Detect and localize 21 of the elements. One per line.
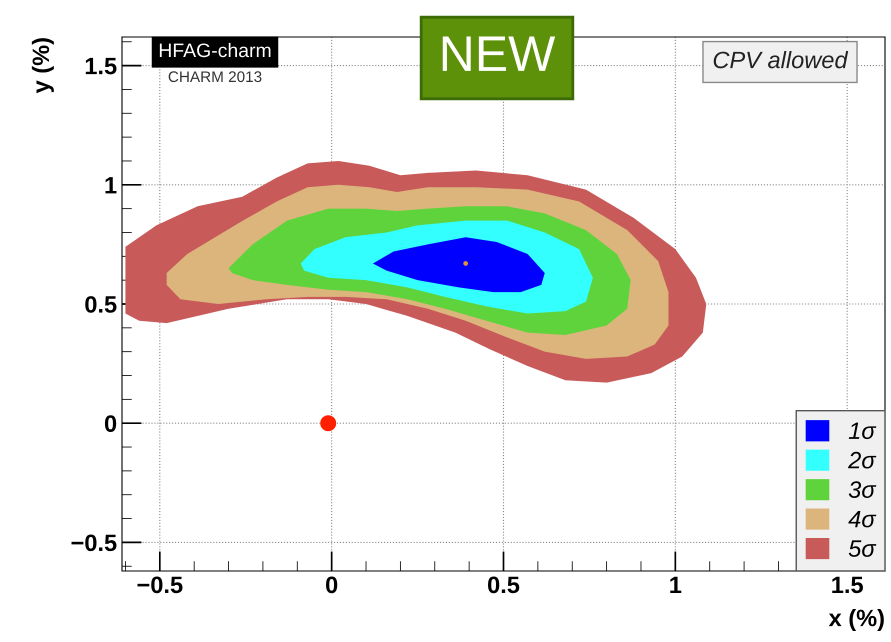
y-tick-label: 0.5 [85,296,116,313]
x-tick-label: 0.5 [488,576,520,594]
annotation: CPV allowed [714,50,848,68]
annotation: HFAG-charm [160,42,270,58]
y-tick-label: 1.5 [86,58,116,74]
x-tick-label: 1 [670,576,682,593]
x-axis-title: x (%) [828,608,884,631]
y-tick-label: −0.5 [72,534,116,552]
x-tick-label: 1.5 [832,576,863,594]
legend-label: 5σ [848,540,876,557]
legend-label: 1σ [848,422,876,440]
x-tick-label: 0 [326,576,338,594]
legend-label: 2σ [848,452,876,469]
annotation: CHARM 2013 [168,71,262,82]
legend-label: 3σ [848,481,876,498]
y-axis-title: y (%) [32,38,54,94]
x-tick-label: −0.5 [137,576,182,594]
annotation: NEW [442,36,556,71]
legend-label: 4σ [848,510,876,528]
y-tick-label: 1 [105,177,116,194]
y-tick-label: 0 [104,415,116,432]
